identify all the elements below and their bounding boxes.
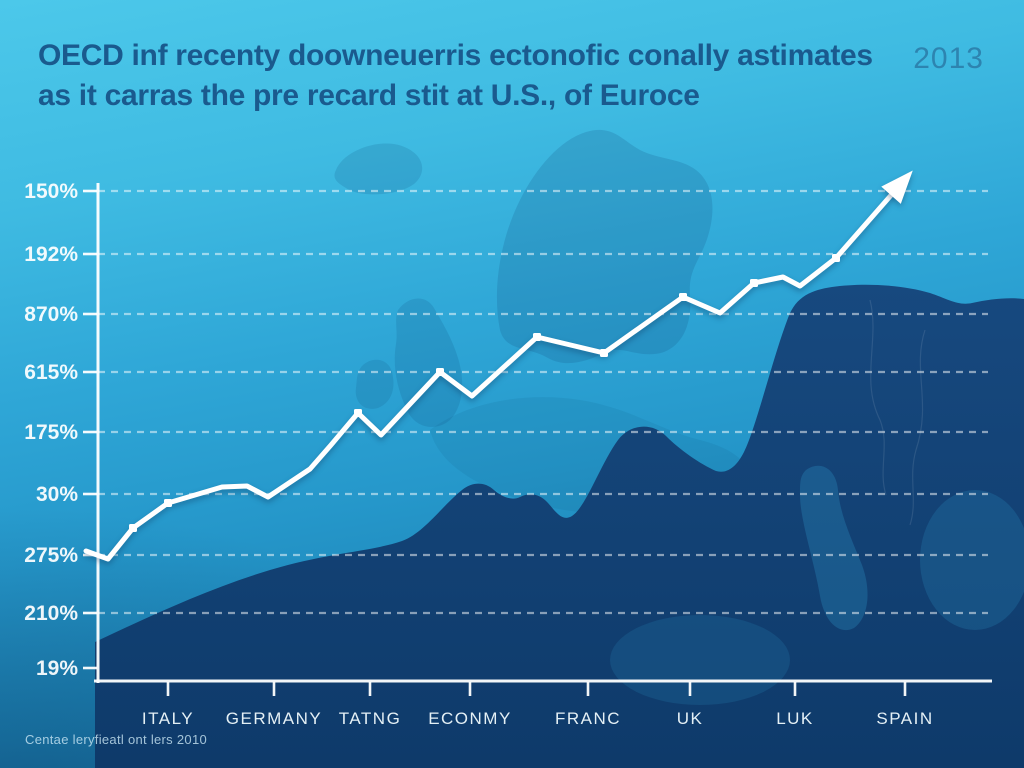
y-axis-tick-label: 275% — [24, 544, 78, 567]
ireland-shape — [355, 359, 394, 409]
y-axis-tick-label: 615% — [24, 361, 78, 384]
data-point-marker — [164, 499, 172, 507]
trend-line — [83, 190, 896, 562]
chart-title-line1: OECD inf recenty doowneuerris ectonofic … — [38, 39, 873, 72]
data-point-marker — [750, 279, 758, 287]
y-axis-tick-label: 210% — [24, 602, 78, 625]
x-axis-tick-label: ECONMY — [428, 709, 512, 728]
axis-layer — [94, 183, 992, 683]
border-line — [909, 329, 926, 526]
data-point-marker — [600, 349, 608, 357]
year-label: 2013 — [913, 42, 984, 75]
border-line — [869, 299, 887, 496]
y-axis-tick-label: 150% — [24, 180, 78, 203]
x-axis-tick-label: ITALY — [142, 709, 194, 728]
y-axis-tick-label: 30% — [36, 483, 78, 506]
arrowhead-icon — [881, 170, 913, 204]
source-caption: Centae leryfieatl ont lers 2010 — [25, 732, 208, 747]
italy-patch — [800, 465, 868, 631]
scandinavia-shape — [496, 129, 713, 364]
y-axis-tick-label: 19% — [36, 657, 78, 680]
data-point-marker — [129, 524, 137, 532]
data-point-marker — [436, 368, 444, 376]
x-axis-tick-label: TATNG — [339, 709, 402, 728]
dark-landmass-silhouette — [95, 284, 1024, 768]
y-axis-tick-label: 175% — [24, 421, 78, 444]
britain-shape — [394, 298, 463, 427]
x-axis-tick-label: GERMANY — [226, 709, 322, 728]
data-point-marker — [679, 293, 687, 301]
data-point-marker — [354, 409, 362, 417]
grid-layer: 150% 192% 870% 615% 175% 30% 275% 210% 19% ITALY G… — [24, 180, 988, 728]
chart-title-line2: as it carras the pre recard stit at U.S.… — [38, 79, 700, 112]
iceland-shape — [334, 143, 423, 195]
x-axis-tick-label: UK — [677, 709, 704, 728]
y-axis-tick-label: 192% — [24, 243, 78, 266]
x-axis-tick-label: SPAIN — [876, 709, 933, 728]
data-point-marker — [832, 254, 840, 262]
mediterranean-patch — [610, 615, 790, 705]
data-point-marker — [533, 333, 541, 341]
x-axis-tick-label: LUK — [776, 709, 814, 728]
x-axis-tick-label: FRANC — [555, 709, 621, 728]
sea-patch — [920, 490, 1024, 630]
chart-title: OECD inf recenty doowneuerris ectonofic … — [38, 36, 898, 116]
y-axis-tick-label: 870% — [24, 303, 78, 326]
series-layer — [83, 170, 913, 562]
